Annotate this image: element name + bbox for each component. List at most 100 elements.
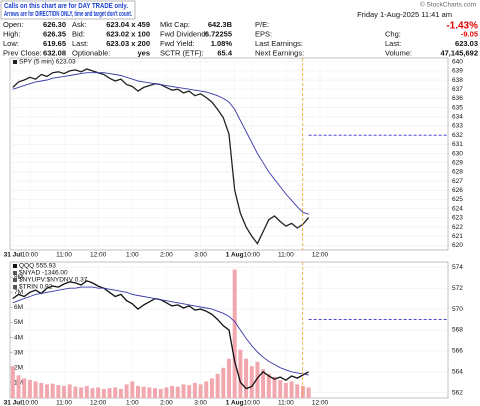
y2-tick-label: 5M <box>14 319 23 326</box>
quote-value: 623.04 x 459 <box>106 20 150 29</box>
note-line: Arrows are for DIRECTION ONLY, time and … <box>4 11 132 18</box>
volume-bar <box>272 376 277 398</box>
quote-label: Low: <box>3 39 19 48</box>
y-tick-label: 566 <box>452 348 463 355</box>
quote-label: Mkt Cap: <box>160 20 190 29</box>
x-tick-label: 2:00 <box>160 400 173 406</box>
y-tick-label: 637 <box>452 86 463 93</box>
y-tick-label: 564 <box>452 369 463 376</box>
volume-bar <box>135 385 140 398</box>
y-tick-label: 620 <box>452 242 463 249</box>
quote-label: High: <box>3 29 21 38</box>
y-tick-label: 635 <box>452 104 463 111</box>
volume-bar <box>266 373 271 398</box>
volume-bar <box>73 386 78 398</box>
y-tick-label: 638 <box>452 77 463 84</box>
legend-label: $TRIN 0.92 <box>19 284 53 291</box>
quote-value: -9.05 <box>461 29 478 38</box>
volume-bar <box>33 381 38 398</box>
x-tick-label: 1 Aug <box>226 252 244 259</box>
x-tick-label: 12:00 <box>90 400 107 406</box>
x-tick-label: 11:00 <box>278 400 294 406</box>
y-tick-label: 636 <box>452 95 463 102</box>
quote-value: 626.35 <box>43 29 66 38</box>
y-tick-label: 628 <box>452 169 463 176</box>
volume-bar <box>175 386 180 398</box>
quote-value: 623.02 x 100 <box>106 29 150 38</box>
volume-bar <box>118 388 123 398</box>
timestamp: Friday 1-Aug-2025 11:41 am <box>357 10 452 19</box>
x-tick-label: 11:00 <box>56 252 72 259</box>
x-tick-label: 10:00 <box>22 400 39 406</box>
quote-value: 6.72255 <box>205 29 232 38</box>
y-tick-label: 631 <box>452 141 463 148</box>
volume-bar <box>192 382 197 398</box>
y-tick-label: 621 <box>452 233 463 240</box>
note-box <box>0 0 136 20</box>
x-tick-label: 12:00 <box>90 252 107 259</box>
y-tick-label: 625 <box>452 196 463 203</box>
x-tick-label: 10:00 <box>244 400 261 406</box>
quote-value: 642.3B <box>208 20 233 29</box>
volume-bar <box>27 379 32 398</box>
volume-bar <box>153 388 158 398</box>
quote-value: yes <box>137 48 150 57</box>
volume-bar <box>227 358 231 398</box>
legend-swatch <box>13 60 17 64</box>
x-tick-label: 3:00 <box>194 400 207 406</box>
x-tick-label: 31 Jul <box>4 252 23 259</box>
legend-swatch <box>13 271 17 275</box>
note-line: Calls on this chart are for DAY TRADE on… <box>4 3 128 10</box>
volume-bar <box>187 385 192 398</box>
y-tick-label: 562 <box>452 389 463 396</box>
quote-value: 47,145,692 <box>440 48 478 57</box>
volume-bar <box>204 381 209 398</box>
legend-label: $NYAD -1346.00 <box>19 270 68 277</box>
y-tick-label: 572 <box>452 285 463 292</box>
y2-tick-label: 2M <box>14 364 23 371</box>
y-tick-label: 633 <box>452 123 463 130</box>
y-tick-label: 570 <box>452 306 463 313</box>
volume-bar <box>96 387 101 398</box>
x-tick-label: 1:00 <box>126 400 139 406</box>
volume-bar <box>209 378 214 398</box>
quote-label: Last: <box>72 39 88 48</box>
volume-bar <box>147 387 152 398</box>
y-tick-label: 626 <box>452 187 463 194</box>
x-tick-label: 11:00 <box>56 400 72 406</box>
volume-bar <box>44 384 49 398</box>
y2-tick-label: 6M <box>14 304 23 311</box>
quote-value: 65.4 <box>217 48 232 57</box>
legend-swatch <box>13 278 17 282</box>
watermark: © StockCharts.com <box>420 1 476 9</box>
volume-bar <box>84 385 89 398</box>
quote-label: Ask: <box>72 20 87 29</box>
x-tick-label: 11:00 <box>278 252 294 259</box>
legend-label: $NYUPV:$NYDNV 0.37 <box>19 277 88 284</box>
volume-bar <box>79 387 84 398</box>
volume-bar <box>261 369 266 398</box>
quote-label: Volume: <box>385 48 412 57</box>
volume-bar <box>198 384 203 398</box>
y-tick-label: 624 <box>452 205 463 212</box>
y-tick-label: 640 <box>452 58 463 65</box>
y-tick-label: 630 <box>452 150 463 157</box>
volume-bar <box>62 385 67 398</box>
quote-label: SCTR (ETF): <box>160 48 204 57</box>
volume-bar <box>130 381 135 398</box>
y-tick-label: 574 <box>452 264 463 271</box>
y2-tick-label: 7M <box>14 289 23 296</box>
volume-bar <box>295 384 300 398</box>
x-tick-label: 31 Jul <box>4 400 23 406</box>
volume-bar <box>283 382 288 398</box>
x-tick-label: 1:00 <box>126 252 139 259</box>
quote-label: P/E: <box>255 20 269 29</box>
volume-bar <box>289 381 294 398</box>
volume-bar <box>232 269 237 398</box>
y-tick-label: 629 <box>452 159 463 166</box>
y-tick-label: 632 <box>452 132 463 139</box>
volume-bar <box>16 375 21 398</box>
x-tick-label: 10:00 <box>22 252 39 259</box>
y-tick-label: 634 <box>452 114 463 121</box>
quote-label: Optionable: <box>72 48 110 57</box>
